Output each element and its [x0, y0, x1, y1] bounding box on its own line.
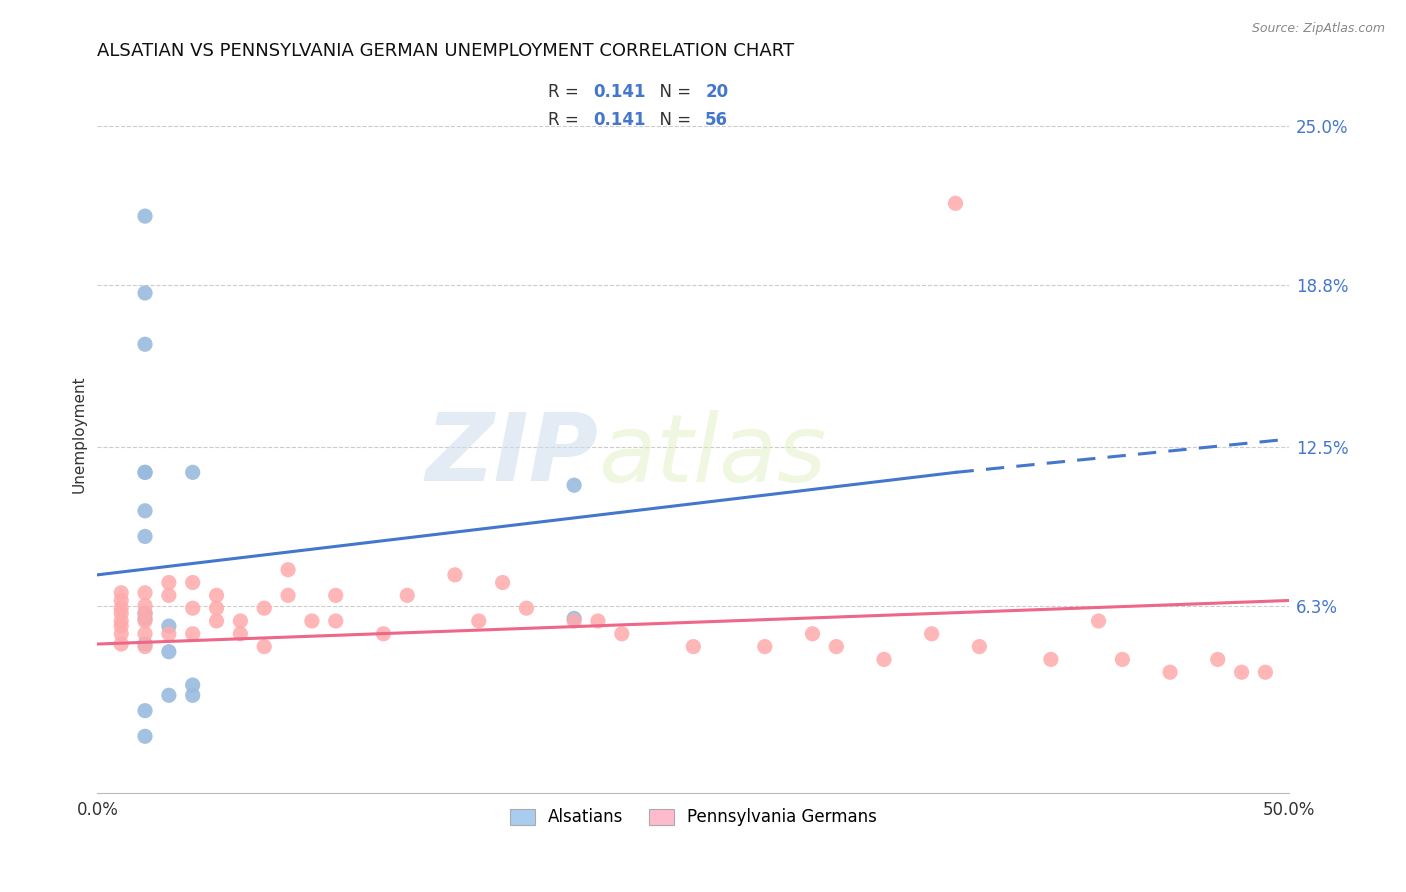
Point	[205, 614, 228, 628]
Point	[110, 614, 132, 628]
Point	[181, 627, 204, 641]
Point	[205, 588, 228, 602]
Point	[1254, 665, 1277, 680]
Text: atlas: atlas	[598, 410, 827, 501]
Point	[396, 588, 419, 602]
Point	[277, 588, 299, 602]
Point	[134, 637, 156, 651]
Text: R =: R =	[548, 84, 583, 102]
Point	[444, 567, 467, 582]
Point	[1087, 614, 1109, 628]
Point	[586, 614, 609, 628]
Point	[921, 627, 943, 641]
Point	[1230, 665, 1253, 680]
Point	[134, 607, 156, 621]
Point	[110, 607, 132, 621]
Point	[134, 627, 156, 641]
Y-axis label: Unemployment: Unemployment	[72, 376, 86, 492]
Point	[110, 637, 132, 651]
Text: 56: 56	[706, 111, 728, 128]
Point	[562, 478, 585, 492]
Point	[277, 563, 299, 577]
Text: ALSATIAN VS PENNSYLVANIA GERMAN UNEMPLOYMENT CORRELATION CHART: ALSATIAN VS PENNSYLVANIA GERMAN UNEMPLOY…	[97, 42, 794, 60]
Point	[1039, 652, 1062, 666]
Point	[134, 704, 156, 718]
Point	[229, 614, 252, 628]
Point	[134, 640, 156, 654]
Point	[181, 575, 204, 590]
Point	[205, 601, 228, 615]
Text: R =: R =	[548, 111, 583, 128]
Text: N =: N =	[650, 111, 696, 128]
Point	[945, 196, 967, 211]
Point	[610, 627, 633, 641]
Point	[134, 529, 156, 543]
Point	[110, 593, 132, 607]
Point	[157, 588, 180, 602]
Point	[1159, 665, 1181, 680]
Point	[157, 688, 180, 702]
Point	[134, 504, 156, 518]
Point	[181, 678, 204, 692]
Point	[515, 601, 537, 615]
Point	[1111, 652, 1133, 666]
Text: Source: ZipAtlas.com: Source: ZipAtlas.com	[1251, 22, 1385, 36]
Text: 0.141: 0.141	[593, 111, 645, 128]
Point	[801, 627, 824, 641]
Point	[873, 652, 896, 666]
Point	[1206, 652, 1229, 666]
Point	[157, 627, 180, 641]
Point	[181, 466, 204, 480]
Point	[134, 729, 156, 743]
Point	[825, 640, 848, 654]
Text: 20: 20	[706, 84, 728, 102]
Point	[229, 627, 252, 641]
Point	[134, 614, 156, 628]
Point	[969, 640, 991, 654]
Point	[468, 614, 491, 628]
Point	[134, 611, 156, 625]
Point	[562, 611, 585, 625]
Point	[373, 627, 395, 641]
Text: ZIP: ZIP	[425, 409, 598, 501]
Point	[134, 285, 156, 300]
Text: N =: N =	[650, 84, 696, 102]
Legend: Alsatians, Pennsylvania Germans: Alsatians, Pennsylvania Germans	[502, 800, 886, 835]
Point	[754, 640, 776, 654]
Point	[301, 614, 323, 628]
Point	[110, 627, 132, 641]
Point	[157, 575, 180, 590]
Point	[134, 466, 156, 480]
Point	[157, 619, 180, 633]
Point	[157, 645, 180, 659]
Point	[682, 640, 704, 654]
Point	[134, 209, 156, 223]
Point	[110, 601, 132, 615]
Text: 0.141: 0.141	[593, 84, 645, 102]
Point	[134, 466, 156, 480]
Point	[181, 601, 204, 615]
Point	[110, 586, 132, 600]
Point	[134, 607, 156, 621]
Point	[134, 599, 156, 613]
Point	[181, 688, 204, 702]
Point	[562, 614, 585, 628]
Point	[134, 586, 156, 600]
Point	[110, 619, 132, 633]
Point	[491, 575, 513, 590]
Point	[134, 337, 156, 351]
Point	[325, 614, 347, 628]
Point	[253, 640, 276, 654]
Point	[325, 588, 347, 602]
Point	[253, 601, 276, 615]
